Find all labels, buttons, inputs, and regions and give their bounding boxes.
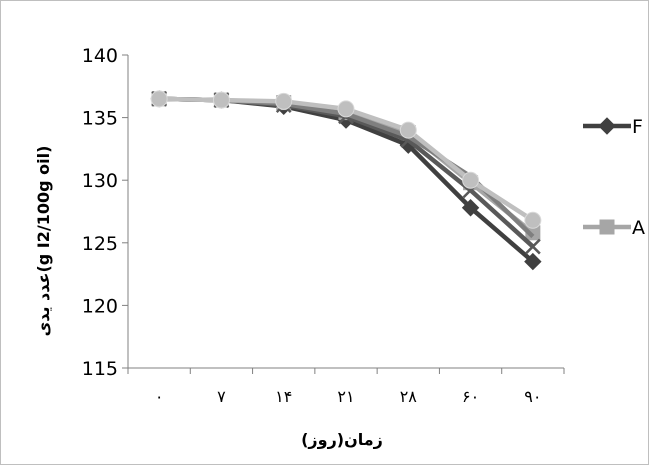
legend-label: F [632, 116, 643, 138]
y-tick-label: 125 [82, 233, 118, 255]
series-0-point [524, 252, 542, 271]
y-tick-label: 140 [82, 45, 118, 67]
series-2-point [524, 238, 541, 255]
series-4-point [337, 100, 355, 118]
legend-item: F [583, 116, 643, 138]
series-4-point [462, 171, 480, 189]
legend-marker [598, 117, 616, 135]
y-tick-label: 135 [82, 108, 118, 130]
x-tick-label: ۱۴ [275, 387, 292, 406]
series-4-point [399, 121, 417, 139]
series-4-point [275, 92, 293, 110]
y-tick-label: 115 [82, 358, 118, 380]
y-axis-label: عدد یدی(g I2/100g oil) [34, 146, 53, 337]
series-0-point [461, 199, 480, 217]
series-4-point [212, 91, 230, 109]
x-tick-label: ۶۰ [462, 387, 479, 406]
x-axis-label: زمان(روز) [301, 430, 383, 449]
x-tick-label: ۲۸ [400, 387, 418, 406]
y-tick-label: 130 [82, 170, 118, 192]
series-4-point [524, 211, 542, 229]
legend-label: A [632, 217, 645, 239]
legend-item: A [583, 217, 645, 239]
x-tick-label: ۰ [155, 387, 164, 406]
x-tick-label: ۲۱ [337, 387, 354, 406]
series-4-point [150, 90, 168, 108]
plot-area: 115 120 125 130 135 140 ۰ ۷ ۱۴ ۲۱ ۲۸ ۶۰ ۹۰ [82, 45, 565, 406]
legend-marker [599, 219, 615, 235]
x-tick-label: ۹۰ [524, 387, 541, 406]
x-tick-label: ۷ [217, 387, 226, 406]
y-tick-label: 120 [82, 295, 118, 317]
